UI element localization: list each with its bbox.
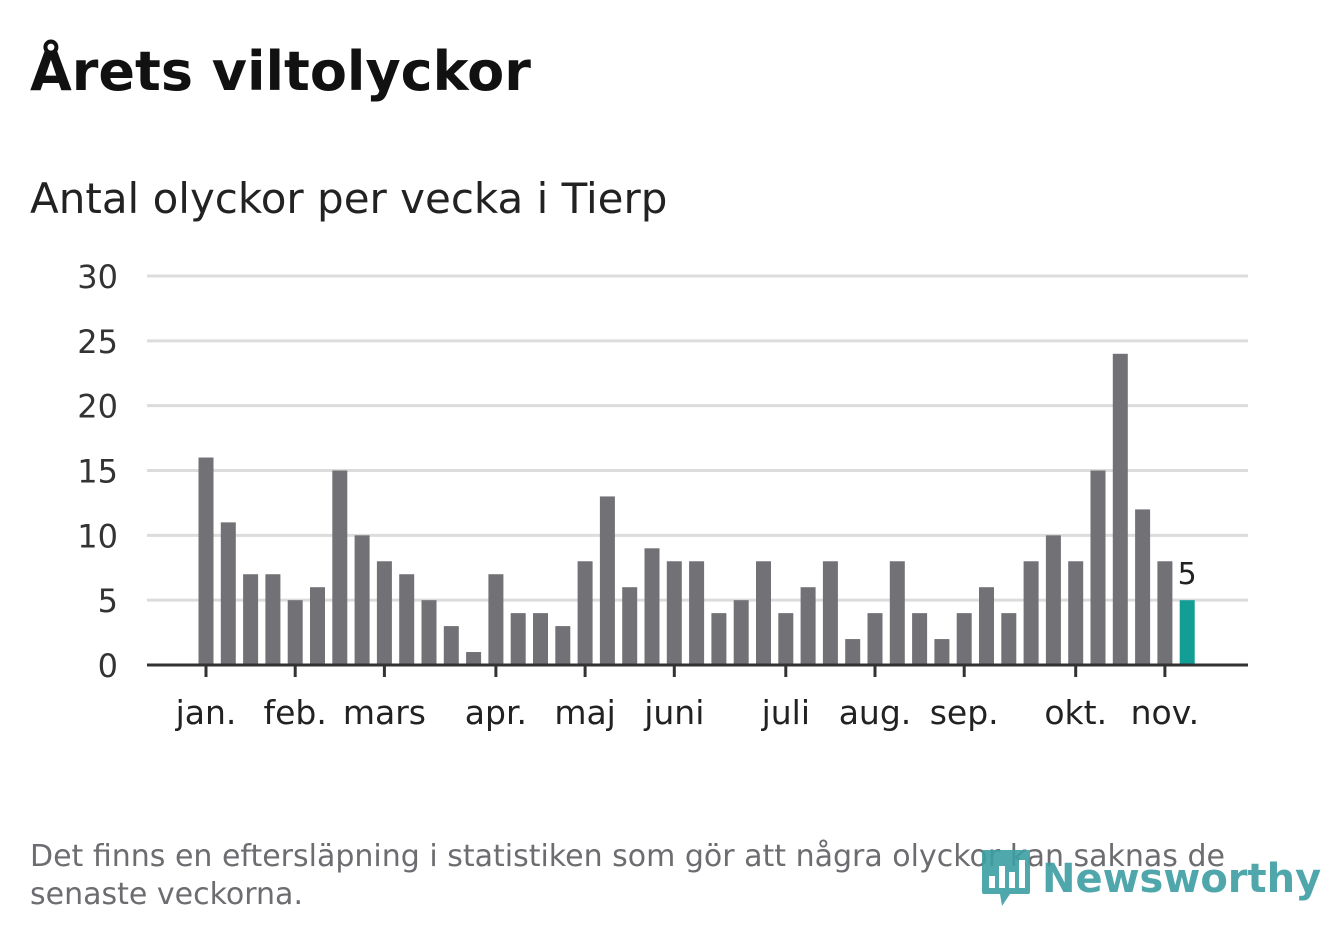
- bar: [1090, 470, 1106, 665]
- y-tick-label: 25: [77, 323, 118, 361]
- bar: [332, 470, 348, 665]
- x-tick-label: nov.: [1131, 693, 1200, 732]
- bar: [1001, 613, 1017, 665]
- x-tick-label: maj: [554, 693, 616, 732]
- bar: [488, 574, 504, 665]
- x-tick-label: juni: [643, 693, 704, 732]
- bar: [1112, 353, 1128, 665]
- y-tick-label: 15: [77, 453, 118, 491]
- bar: [1045, 535, 1061, 665]
- bar: [733, 600, 749, 665]
- bar-highlight: [1179, 600, 1195, 665]
- y-tick-label: 0: [98, 647, 118, 685]
- bar: [376, 561, 392, 665]
- bar: [1023, 561, 1039, 665]
- bar: [443, 626, 459, 665]
- bar: [1068, 561, 1084, 665]
- x-tick-label: aug.: [839, 693, 912, 732]
- x-tick-label: feb.: [264, 693, 327, 732]
- bar: [599, 496, 615, 665]
- bar: [800, 587, 816, 665]
- x-tick-label: jan.: [175, 693, 237, 732]
- bar: [689, 561, 705, 665]
- y-tick-label: 20: [77, 388, 118, 426]
- bar: [822, 561, 838, 665]
- x-tick-label: okt.: [1044, 693, 1107, 732]
- chart-title: Årets viltolyckor: [30, 40, 531, 103]
- bar: [354, 535, 370, 665]
- bar: [265, 574, 281, 665]
- data-label: 5: [1178, 557, 1197, 592]
- bar: [287, 600, 303, 665]
- bar: [666, 561, 682, 665]
- bar: [466, 652, 482, 665]
- bar: [510, 613, 526, 665]
- bar: [912, 613, 928, 665]
- bar: [711, 613, 727, 665]
- bar: [778, 613, 794, 665]
- bar: [979, 587, 994, 665]
- newsworthy-logo: Newsworthy: [980, 848, 1321, 910]
- bar: [845, 639, 861, 665]
- bar: [756, 561, 771, 665]
- bar: [956, 613, 972, 665]
- bar: [421, 600, 437, 665]
- chart-subtitle: Antal olyckor per vecka i Tierp: [30, 174, 668, 223]
- y-tick-label: 5: [98, 582, 118, 620]
- bar-chart-icon: [982, 850, 1030, 906]
- bar: [577, 561, 593, 665]
- bar: [867, 613, 883, 665]
- x-tick-label: sep.: [930, 693, 999, 732]
- bar: [555, 626, 571, 665]
- bar: [243, 574, 259, 665]
- bar: [1157, 561, 1173, 665]
- logo-text: Newsworthy: [1042, 856, 1322, 902]
- bar-chart: 0 5 10 15 20 25 30 5 jan. feb. mars apr. maj juni juli…: [77, 258, 1248, 732]
- x-tick-label: mars: [343, 693, 426, 732]
- bar: [934, 639, 950, 665]
- x-tick-label: juli: [761, 693, 810, 732]
- bar: [644, 548, 660, 665]
- bar: [220, 522, 236, 665]
- bar: [889, 561, 905, 665]
- y-tick-label: 30: [77, 258, 118, 296]
- bar: [1135, 509, 1151, 665]
- bar: [399, 574, 415, 665]
- bar: [198, 457, 214, 665]
- bar: [310, 587, 325, 665]
- x-tick-label: apr.: [465, 693, 527, 732]
- bar: [533, 613, 548, 665]
- y-tick-label: 10: [77, 517, 118, 555]
- bar: [622, 587, 638, 665]
